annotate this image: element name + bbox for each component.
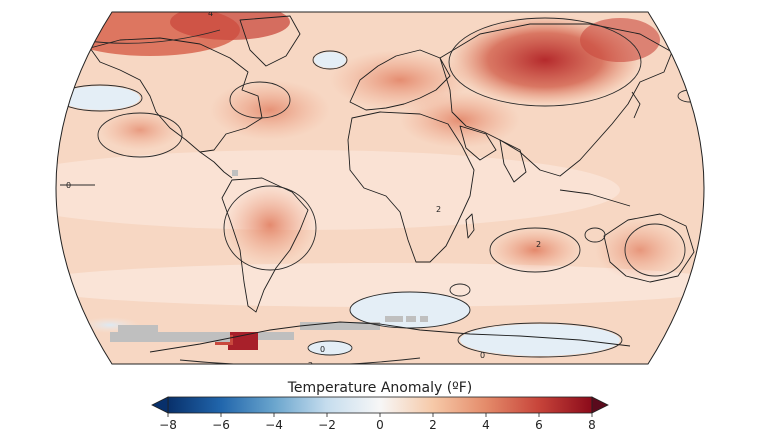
indonesia-coast	[559, 189, 631, 207]
contour-pacific-warm	[97, 112, 183, 158]
colorbar-tick-label: 0	[376, 418, 384, 432]
contour-label: 2	[536, 240, 541, 249]
australia-warm-region	[595, 220, 685, 280]
colorbar-tick-label: 8	[588, 418, 596, 432]
contour-arctic-warm	[79, 29, 221, 44]
colorbar-ticks: −8 −6 −4 −2 0 2 4 6 8	[159, 413, 596, 432]
contour-indian-ocean	[489, 227, 581, 273]
colorbar-tick-label: −8	[159, 418, 177, 432]
contour-label: 4	[208, 9, 213, 18]
madagascar-coast	[465, 213, 475, 239]
contour-label: 2	[436, 205, 441, 214]
contour-siberia	[448, 17, 642, 107]
globe-outline	[55, 11, 705, 365]
colorbar: Temperature Anomaly (ºF) −8 −6 −4 −2 0 2 4 6 8	[151, 380, 609, 432]
new-zealand-coast	[710, 272, 718, 292]
colorbar-gradient	[167, 396, 593, 414]
greenland-coast	[239, 15, 301, 67]
contour-label: 0	[320, 345, 325, 354]
africa-coast	[347, 111, 475, 263]
indian-ocean-warm-region	[490, 228, 580, 272]
contour-north-atlantic	[312, 50, 348, 70]
tropical-neutral-band	[56, 150, 620, 230]
europe-coast	[349, 49, 451, 111]
japan-coast	[631, 91, 641, 119]
colorbar-max-arrow	[591, 396, 609, 414]
contour-small-east	[584, 227, 606, 243]
colorbar-tick-label: −2	[318, 418, 336, 432]
contour-label: 0	[66, 181, 71, 190]
weddell-cool-region	[308, 341, 352, 355]
north-pacific-warm-region	[100, 110, 180, 150]
colorbar-tick-label: 6	[535, 418, 543, 432]
contour-label: 2	[308, 361, 313, 370]
contour-south-atlantic	[349, 291, 471, 329]
asia-coast	[439, 23, 673, 177]
contour-lines	[57, 17, 703, 364]
contour-small-south	[449, 283, 471, 297]
contour-canada	[229, 81, 291, 119]
antarctic-cool-region	[460, 324, 620, 356]
southern-neutral-band	[56, 263, 704, 307]
central-america-coast	[199, 151, 233, 179]
colorbar-tick-label: 4	[482, 418, 490, 432]
no-data-patches	[110, 170, 428, 342]
colorbar-title: Temperature Anomaly (ºF)	[287, 380, 473, 396]
contour-antarctic-cool	[457, 322, 623, 358]
colorbar-tick-label: −4	[265, 418, 283, 432]
contour-label: 0	[480, 351, 485, 360]
antarctica-coast	[149, 321, 631, 353]
india-coast	[499, 139, 527, 183]
south-america-coast	[221, 177, 309, 313]
north-pacific-cool-region	[60, 86, 140, 110]
colorbar-tick-label: 2	[429, 418, 437, 432]
greenland-warm-region	[170, 12, 290, 40]
australia-coast	[603, 213, 695, 283]
south-atlantic-cool-region	[350, 292, 470, 328]
north-america-coast	[89, 37, 263, 153]
contour-labels: 4 0 2 2 0 2 0	[66, 9, 541, 370]
colorbar-min-arrow	[151, 396, 169, 414]
north-america-warm-region	[210, 80, 330, 140]
contour-antarctic-2	[179, 357, 421, 364]
contour-weddell	[307, 340, 353, 356]
contour-south-america	[223, 185, 317, 271]
colorbar-tick-label: −6	[212, 418, 230, 432]
contour-australia	[624, 223, 686, 277]
coastlines	[89, 15, 718, 353]
east-siberia-hot-region	[580, 18, 660, 62]
arabia-coast	[459, 125, 497, 161]
north-atlantic-cool-region	[314, 52, 346, 68]
